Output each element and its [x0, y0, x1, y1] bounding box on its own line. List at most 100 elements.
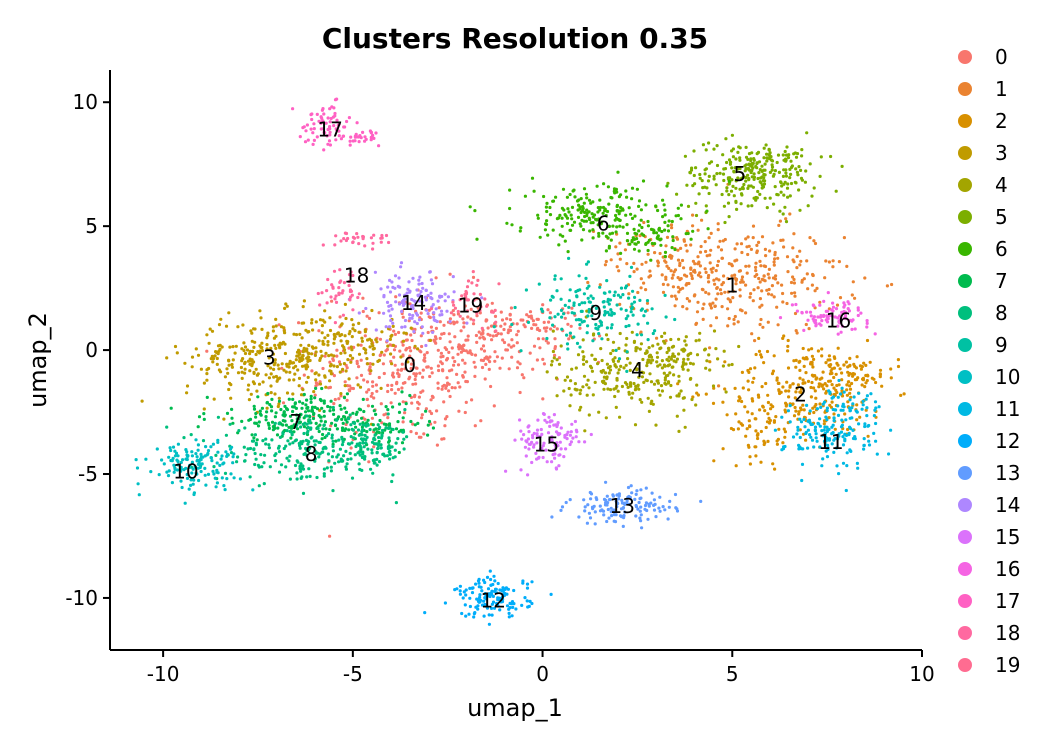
cell-point [220, 476, 224, 480]
cell-point [659, 346, 663, 350]
cell-point [625, 499, 629, 503]
cell-point [823, 400, 827, 404]
cell-point [660, 334, 664, 339]
cell-point [321, 447, 325, 451]
cell-point [396, 437, 400, 441]
cell-point [848, 387, 853, 391]
cell-point [861, 399, 865, 403]
cell-point [479, 358, 483, 362]
cell-point [753, 417, 757, 421]
cell-point [447, 332, 451, 336]
cell-point [246, 388, 250, 392]
cell-point [422, 432, 426, 436]
cell-point [727, 215, 731, 219]
cell-point [512, 588, 516, 593]
cell-point [257, 484, 261, 488]
cell-point [179, 460, 183, 465]
cell-point [620, 384, 625, 389]
cell-point [830, 400, 834, 404]
cell-point [411, 358, 415, 363]
cell-point [591, 296, 595, 300]
cell-point [741, 386, 745, 390]
cell-point [344, 467, 348, 471]
cell-point [410, 338, 414, 343]
cell-point [545, 219, 549, 223]
cell-point [781, 291, 785, 296]
cell-point [566, 430, 570, 434]
cell-point [842, 390, 846, 394]
cell-point [277, 396, 281, 400]
cell-point [567, 256, 571, 260]
cell-point [624, 343, 628, 347]
cell-point [276, 404, 280, 409]
cell-point [559, 426, 563, 430]
cell-point [548, 311, 553, 315]
cell-point [597, 332, 601, 336]
cell-point [389, 318, 393, 323]
cell-point [236, 455, 240, 459]
cell-point [473, 353, 478, 357]
cell-point [850, 381, 854, 386]
cell-point [755, 249, 759, 253]
cell-point [666, 229, 671, 233]
cell-point [708, 253, 712, 257]
cell-point [705, 359, 709, 363]
cell-point [806, 428, 811, 432]
cell-point [376, 446, 380, 451]
cell-point [858, 415, 862, 419]
cell-point [396, 420, 400, 424]
cell-point [649, 355, 654, 359]
cell-point [769, 158, 774, 162]
cell-point [834, 307, 839, 311]
cell-point [380, 233, 384, 238]
cell-point [679, 277, 683, 281]
cell-point [400, 441, 405, 445]
cell-point [369, 394, 373, 398]
cell-point [362, 445, 366, 449]
cell-point [277, 470, 282, 474]
cell-point [546, 308, 550, 312]
cell-point [567, 305, 571, 309]
cluster-label-16: 16 [826, 308, 851, 332]
cell-point [260, 349, 264, 353]
cell-point [416, 406, 420, 411]
cell-point [646, 252, 650, 256]
legend-swatch [958, 178, 972, 192]
cell-point [357, 462, 361, 466]
cell-point [606, 387, 610, 391]
cell-point [740, 309, 744, 313]
cell-point [447, 389, 451, 393]
cell-point [273, 343, 277, 347]
cell-point [829, 154, 833, 159]
cell-point [368, 345, 372, 349]
cell-point [305, 431, 309, 435]
cell-point [136, 482, 140, 486]
cell-point [673, 304, 677, 308]
cell-point [713, 282, 717, 286]
cell-point [623, 510, 627, 514]
cell-point [324, 446, 328, 450]
cell-point [331, 408, 336, 412]
cell-point [463, 603, 467, 607]
legend-item-11: 11 [958, 397, 1020, 421]
cell-point [368, 371, 372, 376]
cell-point [798, 417, 802, 421]
cell-point [596, 206, 600, 210]
cell-point [563, 316, 567, 320]
cell-point [440, 332, 444, 336]
cell-point [550, 419, 554, 423]
cell-point [317, 429, 321, 434]
cell-point [413, 344, 417, 348]
cell-point [681, 360, 686, 364]
cell-point [603, 311, 608, 315]
cell-point [482, 349, 487, 353]
cluster-19-points [429, 270, 501, 333]
cell-point [474, 333, 478, 338]
cell-point [878, 373, 883, 377]
cell-point [784, 217, 788, 221]
cell-point [600, 337, 604, 341]
cell-point [559, 508, 563, 512]
cell-point [665, 350, 669, 355]
cell-point [591, 304, 595, 308]
cell-point [800, 148, 804, 152]
